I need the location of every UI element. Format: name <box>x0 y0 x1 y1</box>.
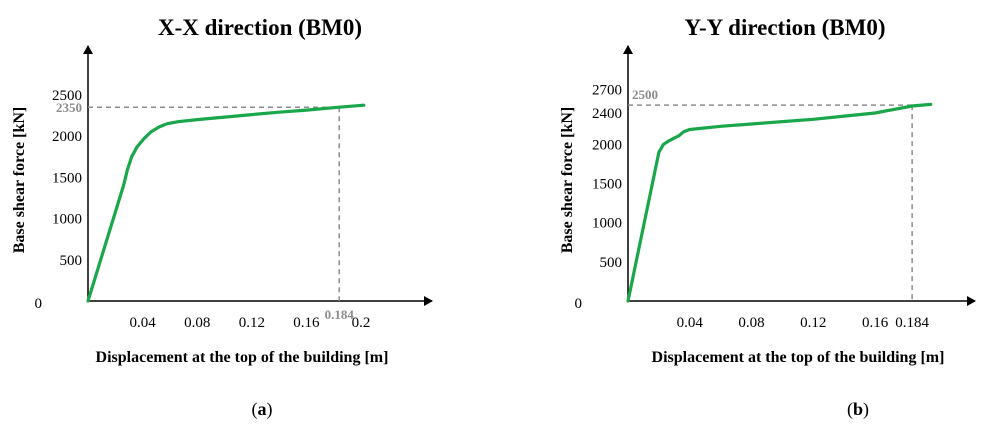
y-tick-label: 1500 <box>592 177 622 193</box>
reference-y-label: 2350 <box>56 100 82 115</box>
series <box>86 103 366 303</box>
axes <box>83 45 433 306</box>
series-line <box>86 103 366 303</box>
x-tick-label: 0.12 <box>800 315 826 331</box>
y-tick-label: 2500 <box>52 88 82 104</box>
y-tick-label: 1000 <box>52 212 82 228</box>
y-tick-label: 2000 <box>52 129 82 145</box>
x-tick-label: 0.08 <box>738 315 764 331</box>
y-tick-label: 0 <box>35 296 43 312</box>
x-tick-label: 0.04 <box>129 315 156 331</box>
x-tick-label: 0.2 <box>352 315 371 331</box>
chart-panel-a: X-X direction (BM0) Displacement at the … <box>11 15 433 366</box>
y-tick-label: 2700 <box>592 83 622 99</box>
reference-lines: 2350 0.184 <box>56 100 354 322</box>
tick-labels: 0.04 0.08 0.12 0.16 0.184 0 500 1000 1500 2000 240… <box>575 83 930 332</box>
x-tick-label: 0.04 <box>677 315 704 331</box>
y-tick-label: 500 <box>60 253 83 269</box>
y-axis-label: Base shear force [kN] <box>11 107 28 254</box>
x-tick-label: 0.08 <box>184 315 210 331</box>
series <box>626 102 933 303</box>
reference-y-label: 2500 <box>632 87 658 102</box>
series-line <box>626 102 933 303</box>
x-tick-label: 0.12 <box>239 315 265 331</box>
y-tick-label: 2400 <box>592 106 622 122</box>
y-tick-label: 0 <box>575 296 583 312</box>
reference-lines: 2500 <box>628 87 913 301</box>
x-axis-label: Displacement at the top of the building … <box>96 349 389 366</box>
x-tick-label: 0.184 <box>895 315 929 331</box>
y-tick-label: 500 <box>600 255 623 271</box>
axes <box>623 45 976 306</box>
panel-label-b: (b) <box>847 399 869 420</box>
chart-title: Y-Y direction (BM0) <box>684 15 885 40</box>
reference-x-label: 0.184 <box>325 307 355 322</box>
x-axis-label: Displacement at the top of the building … <box>652 349 945 366</box>
y-tick-label: 1500 <box>52 170 82 186</box>
y-tick-label: 2000 <box>592 137 622 153</box>
tick-labels: 0.04 0.08 0.12 0.16 0.2 0 500 1000 1500 2000 2500 <box>35 88 371 331</box>
x-tick-label: 0.16 <box>862 315 889 331</box>
x-tick-label: 0.16 <box>293 315 320 331</box>
y-tick-label: 1000 <box>592 216 622 232</box>
chart-title: X-X direction (BM0) <box>158 15 362 40</box>
chart-panel-b: Y-Y direction (BM0) Displacement at the … <box>559 15 976 366</box>
y-axis-label: Base shear force [kN] <box>559 107 576 254</box>
panel-label-a: (a) <box>252 399 273 420</box>
